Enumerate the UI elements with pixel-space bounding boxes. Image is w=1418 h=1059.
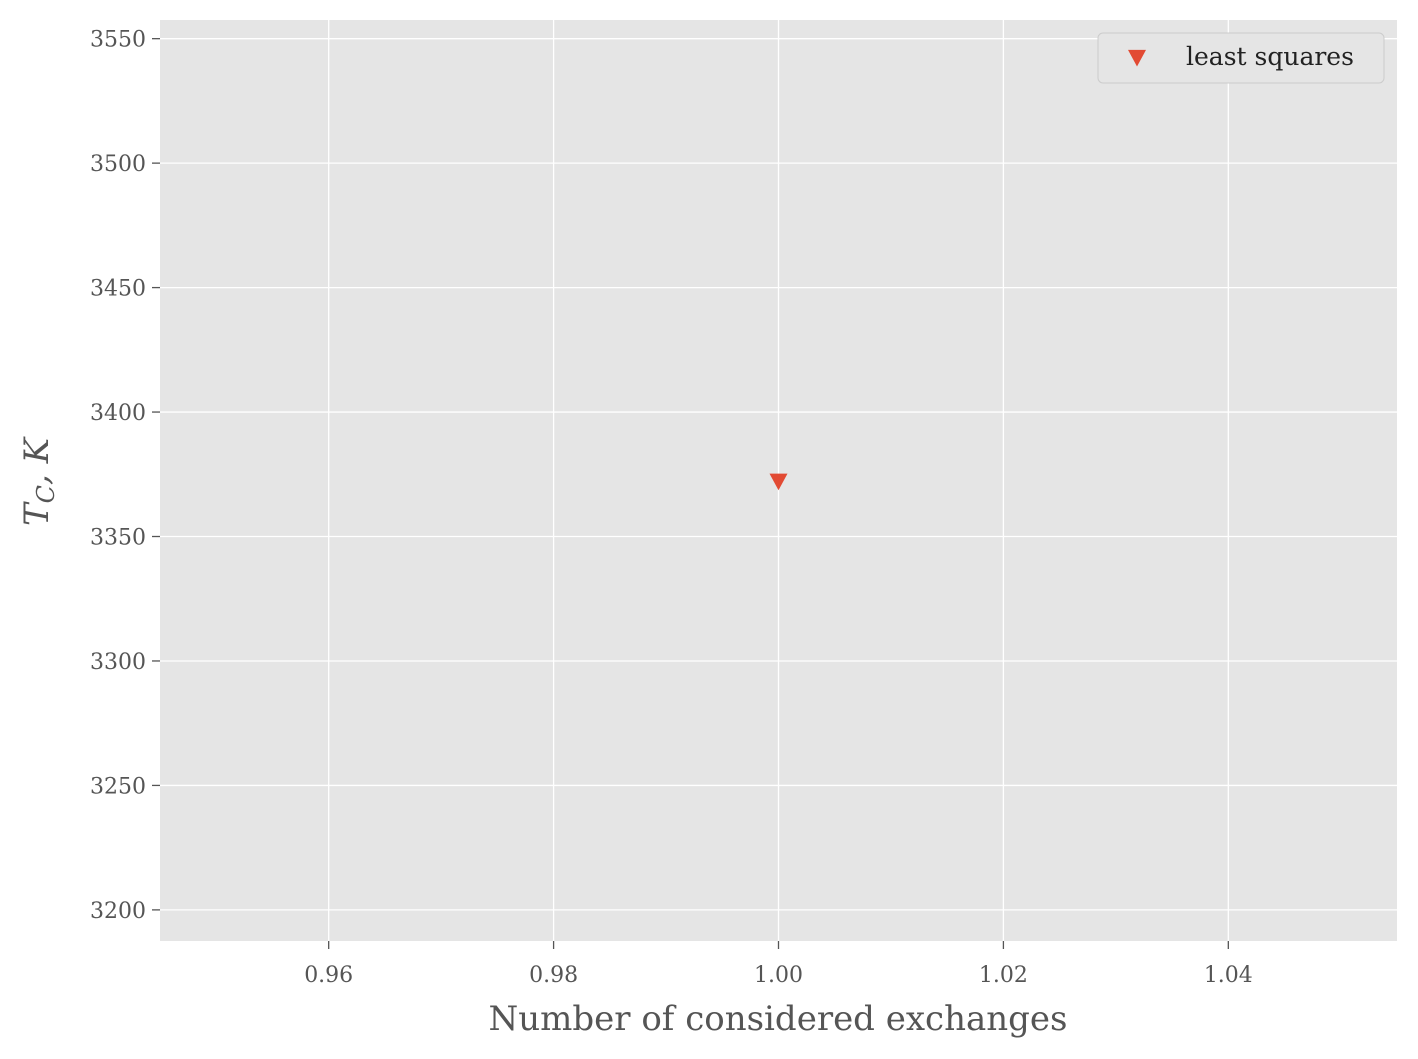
y-axis-label-sub: C [32,485,60,503]
y-axis: 3200 3250 3300 3350 3400 3450 3500 3550 [90,28,160,924]
x-axis: 0.96 0.98 1.00 1.02 1.04 [304,941,1253,988]
data-points [769,473,788,491]
y-axis-label: TC, K [17,435,60,526]
y-axis-label-rest: , K [17,435,57,485]
x-tick-label: 0.96 [304,963,353,988]
y-tick-label: 3550 [90,28,146,53]
x-tick-label: 1.02 [979,963,1028,988]
y-tick-label: 3250 [90,774,146,799]
legend-label-least-squares: least squares [1186,42,1354,71]
x-tick-label: 1.04 [1204,963,1253,988]
y-tick-label: 3500 [90,152,146,177]
y-tick-label: 3200 [90,899,146,924]
y-tick-label: 3450 [90,277,146,302]
y-tick-label: 3400 [90,401,146,426]
x-tick-label: 0.98 [529,963,578,988]
x-axis-label: Number of considered exchanges [489,999,1068,1039]
x-tick-label: 1.00 [754,963,803,988]
y-tick-label: 3300 [90,650,146,675]
data-point [769,473,788,491]
y-axis-label-main: T [17,501,57,526]
legend: least squares [1097,32,1385,84]
legend-box [1097,32,1385,84]
y-tick-label: 3350 [90,526,146,551]
legend-marker-least-squares [1128,49,1146,67]
